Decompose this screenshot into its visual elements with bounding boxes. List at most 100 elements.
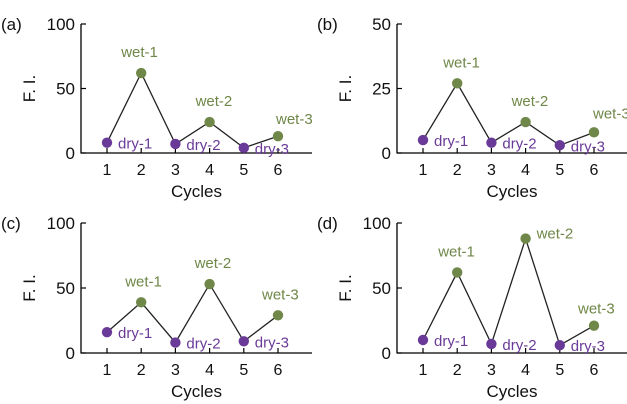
y-axis-title: F. I.: [20, 75, 39, 102]
data-label: dry-1: [434, 333, 468, 350]
series-line: [422, 236, 595, 347]
data-point-dry-1: [417, 134, 429, 146]
data-point-wet-2: [520, 233, 531, 244]
data-label: wet-3: [275, 111, 313, 128]
y-tick-label: 50: [56, 279, 75, 298]
y-axis-title: F. I.: [336, 274, 355, 301]
x-tick-label: 1: [419, 162, 428, 179]
x-tick-label: 2: [137, 362, 146, 379]
x-tick-label: 1: [103, 162, 112, 179]
y-tick-label: 50: [372, 279, 391, 298]
data-point-dry-2: [170, 138, 181, 150]
x-tick-label: 6: [590, 162, 599, 179]
data-point-dry-1: [101, 327, 113, 338]
x-tick-label: 2: [137, 162, 146, 179]
data-point-dry-2: [486, 137, 497, 148]
panel-label: (c): [1, 214, 21, 233]
x-tick-label: 4: [205, 362, 214, 379]
x-tick-label: 5: [555, 362, 564, 379]
data-label: dry-1: [118, 136, 152, 153]
chart-panel-a: 0 50 100 1 2 3 4 5 6 Cycles F. I. (a) dry-1 wet-1 dry-…: [1, 15, 313, 201]
data-label: wet-3: [592, 105, 627, 122]
data-label: dry-2: [186, 137, 220, 154]
data-label: dry-3: [255, 141, 289, 158]
data-point-wet-2: [204, 278, 215, 290]
y-axis-title: F. I.: [336, 75, 355, 102]
x-tick-label: 1: [103, 362, 112, 379]
data-label: wet-3: [261, 286, 299, 303]
data-label: wet-2: [194, 255, 232, 272]
x-tick-label: 3: [171, 162, 180, 179]
x-tick-label: 5: [239, 362, 248, 379]
data-point-wet-3: [588, 320, 600, 331]
x-tick-label: 3: [487, 362, 496, 379]
data-label: wet-1: [437, 243, 475, 260]
data-point-dry-2: [486, 338, 497, 350]
series-line: [106, 282, 279, 344]
data-label: dry-2: [502, 136, 536, 153]
y-tick-label: 100: [363, 214, 391, 233]
x-axis-title: Cycles: [486, 382, 537, 401]
data-label: dry-3: [571, 338, 605, 355]
data-point-wet-2: [520, 116, 531, 128]
panel-label: (b): [317, 15, 338, 34]
data-point-wet-2: [204, 116, 215, 128]
panel-label: (d): [317, 214, 338, 233]
x-tick-label: 6: [274, 362, 283, 379]
data-point-wet-3: [272, 310, 284, 321]
data-point-dry-3: [238, 142, 249, 154]
y-tick-label: 100: [47, 15, 75, 34]
data-point-wet-1: [136, 297, 147, 308]
data-point-dry-2: [170, 337, 181, 348]
data-label: dry-3: [571, 138, 605, 155]
data-label: wet-1: [442, 54, 480, 71]
y-tick-label: 0: [66, 344, 75, 363]
data-label: wet-2: [536, 226, 574, 243]
y-tick-label: 0: [382, 144, 391, 163]
data-point-dry-3: [554, 140, 565, 151]
series-line: [106, 71, 279, 149]
y-tick-label: 0: [382, 344, 391, 363]
x-tick-label: 3: [487, 162, 496, 179]
x-tick-label: 1: [419, 362, 428, 379]
x-tick-label: 6: [274, 162, 283, 179]
data-label: wet-1: [120, 44, 158, 61]
data-label: dry-2: [186, 336, 220, 353]
data-point-dry-3: [554, 340, 565, 351]
y-axis-title: F. I.: [20, 274, 39, 301]
x-tick-label: 6: [590, 362, 599, 379]
data-label: wet-2: [195, 93, 233, 110]
data-point-wet-3: [588, 127, 600, 138]
data-label: dry-1: [118, 325, 152, 342]
x-tick-label: 5: [555, 162, 564, 179]
x-axis-title: Cycles: [486, 182, 537, 201]
data-label: wet-1: [124, 273, 162, 290]
x-axis-title: Cycles: [171, 382, 222, 401]
chart-panel-d: 0 50 100 1 2 3 4 5 6 Cycles F. I. (d) dry-1 wet-1 dry-…: [317, 214, 627, 401]
data-label: wet-2: [511, 93, 549, 110]
data-label: dry-3: [255, 334, 289, 351]
y-tick-label: 100: [47, 214, 75, 233]
data-point-wet-1: [452, 78, 463, 89]
x-tick-label: 3: [171, 362, 180, 379]
data-point-wet-1: [136, 67, 147, 79]
data-point-dry-1: [417, 334, 429, 346]
data-point-dry-3: [238, 336, 249, 347]
y-tick-label: 25: [372, 80, 391, 99]
x-tick-label: 5: [239, 162, 248, 179]
x-tick-label: 4: [205, 162, 214, 179]
data-label: wet-3: [577, 301, 615, 318]
x-tick-label: 2: [453, 362, 462, 379]
y-tick-label: 50: [372, 15, 391, 34]
x-tick-label: 4: [521, 362, 530, 379]
chart-panel-c: 0 50 100 1 2 3 4 5 6 Cycles F. I. (c) dry-1 wet-1 dry-…: [1, 214, 312, 401]
y-tick-label: 0: [66, 144, 75, 163]
data-point-dry-1: [101, 137, 113, 148]
series-line: [422, 82, 595, 147]
data-point-wet-3: [272, 131, 284, 142]
y-tick-label: 50: [56, 80, 75, 99]
x-tick-label: 4: [521, 162, 530, 179]
x-tick-label: 2: [453, 162, 462, 179]
data-label: dry-1: [434, 133, 468, 150]
